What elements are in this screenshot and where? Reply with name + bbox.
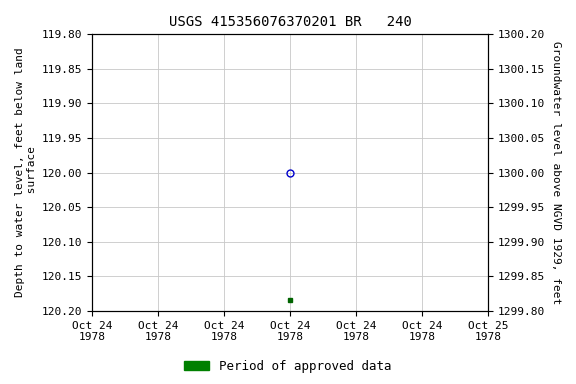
Title: USGS 415356076370201 BR   240: USGS 415356076370201 BR 240 (169, 15, 412, 29)
Y-axis label: Depth to water level, feet below land
 surface: Depth to water level, feet below land su… (15, 48, 37, 298)
Legend: Period of approved data: Period of approved data (179, 355, 397, 378)
Y-axis label: Groundwater level above NGVD 1929, feet: Groundwater level above NGVD 1929, feet (551, 41, 561, 304)
